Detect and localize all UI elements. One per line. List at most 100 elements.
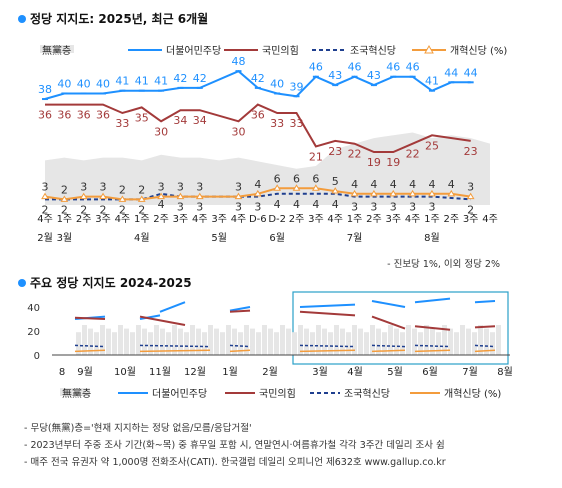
none-bar: [280, 325, 285, 355]
data-label-2-9: 3: [235, 201, 242, 214]
point-3-6: [157, 192, 165, 200]
data-label-3-15: 4: [351, 178, 358, 191]
data-label-0-15: 46: [348, 61, 362, 74]
x-week-label-22: 3주: [463, 214, 479, 225]
point-3-0: [41, 192, 49, 200]
point-3-2: [79, 192, 88, 200]
data-label-0-19: 41: [425, 75, 439, 88]
point-3-17: [389, 189, 398, 197]
data-label-0-5: 41: [135, 75, 149, 88]
data-label-2-3: 2: [100, 203, 107, 216]
point-3-15: [350, 189, 359, 197]
x-week-label-5: 1주: [134, 214, 150, 225]
data-label-0-7: 42: [173, 72, 187, 85]
data-label-3-21: 3: [467, 181, 474, 194]
data-label-3-9: 3: [235, 181, 242, 194]
none-bar: [298, 325, 303, 355]
series-line-1: [45, 103, 471, 153]
point-3-11: [273, 184, 282, 191]
data-label-3-6: 3: [158, 181, 165, 194]
x-week-label-6: 2주: [153, 214, 169, 225]
x-week-label-15: 4주: [327, 214, 343, 225]
none-bar: [172, 325, 177, 355]
chart1-x-axis: 4주 1주 2주 3주 4주 1주 2주 3주 4주 3주 4주 D-6 D-2 2주 3주 4주 1주 2주 3주…: [37, 214, 498, 244]
legend2-label-dem: 더불어민주당: [152, 388, 207, 400]
legend-label-none: 無黨층: [42, 44, 71, 57]
none-bar: [352, 325, 357, 355]
none-bar: [250, 328, 255, 355]
point-3-13: [311, 184, 320, 191]
data-label-2-19: 3: [428, 201, 435, 214]
legend-label-reform: 개혁신당 (%): [450, 45, 507, 57]
none-bar: [208, 325, 213, 355]
none-bar: [202, 332, 207, 355]
point-3-20: [447, 189, 456, 197]
footnote-2: - 2023년부터 주중 조사 기간(화~목) 중 휴무일 포함 시, 연말연시…: [24, 440, 445, 451]
none-bar: [118, 325, 123, 355]
none-bar: [454, 332, 459, 355]
none-bar: [436, 332, 441, 355]
none-bar: [412, 328, 417, 355]
x-label-0: 8: [59, 367, 65, 378]
x-week-label-3: 3주: [95, 214, 111, 225]
none-bar: [418, 332, 423, 355]
point-3-7: [176, 192, 185, 200]
ppp-seg-5: [414, 325, 451, 331]
rebuild-seg-5: [414, 344, 451, 348]
legend2-label-none: 無黨층: [62, 387, 91, 400]
rebuild-seg-6: [474, 344, 496, 348]
none-bar: [262, 325, 267, 355]
data-label-3-19: 4: [428, 178, 435, 191]
chart2-series: [74, 297, 496, 353]
ppp-seg-6: [474, 325, 496, 329]
data-label-0-4: 41: [115, 75, 129, 88]
none-bar: [292, 332, 297, 355]
none-bar: [94, 332, 99, 355]
ppp-seg-4: [371, 315, 406, 330]
data-label-0-16: 43: [367, 69, 381, 82]
none-bar: [382, 332, 387, 355]
none-bar: [238, 332, 243, 355]
data-label-0-3: 40: [96, 77, 110, 90]
data-label-0-8: 42: [193, 72, 207, 85]
x-month-label-4: 6월: [269, 232, 285, 244]
data-label-2-14: 4: [332, 198, 339, 211]
data-label-1-20: 23: [464, 145, 478, 158]
data-label-1-15: 22: [348, 148, 362, 161]
y-tick-1: 20: [27, 327, 40, 338]
data-label-0-20: 44: [444, 66, 458, 79]
data-label-2-8: 3: [196, 201, 203, 214]
none-bar: [334, 325, 339, 355]
rebuild-seg-4: [371, 344, 406, 348]
x-week-label-4: 4주: [115, 214, 131, 225]
data-label-1-14: 23: [328, 145, 342, 158]
reform-seg-2: [229, 349, 251, 353]
x-week-label-7: 3주: [173, 214, 189, 225]
legend-label-ppp: 국민의힘: [262, 45, 299, 57]
data-label-3-3: 3: [100, 181, 107, 194]
data-label-3-14: 5: [332, 175, 339, 188]
data-label-1-4: 33: [115, 117, 129, 130]
none-bar: [136, 325, 141, 355]
chart2-legend: 無黨층 더불어민주당 국민의힘 조국혁신당 개혁신당 (%): [60, 387, 501, 400]
none-bar: [358, 328, 363, 355]
none-bar: [496, 325, 501, 355]
none-bar: [364, 332, 369, 355]
legend2-label-rebuild: 조국혁신당: [344, 388, 390, 400]
data-label-2-16: 3: [370, 201, 377, 214]
reform-seg-0: [74, 349, 106, 353]
x-month-label-5: 7월: [347, 232, 363, 244]
x-label-6: 2월: [262, 366, 278, 378]
none-bar: [160, 328, 165, 355]
data-label-1-16: 19: [367, 156, 381, 169]
legend-label-rebuild: 조국혁신당: [350, 45, 396, 57]
none-bar: [178, 328, 183, 355]
none-bar: [190, 325, 195, 355]
none-bar: [226, 325, 231, 355]
none-bar: [196, 328, 201, 355]
legend2-label-reform2: 개혁신당 (%): [444, 388, 501, 400]
data-label-3-2: 3: [80, 181, 87, 194]
rebuild-seg-2: [229, 344, 251, 348]
none-bar: [340, 328, 345, 355]
data-label-3-11: 6: [274, 172, 281, 185]
